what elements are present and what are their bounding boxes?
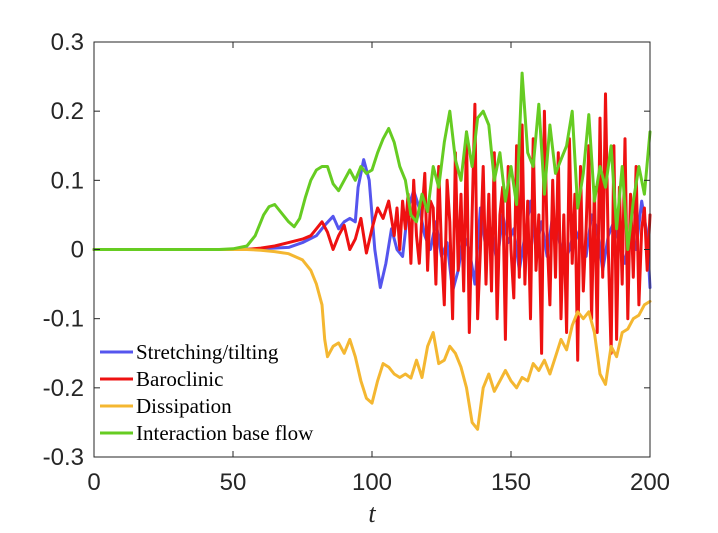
x-axis-label: t bbox=[368, 499, 376, 528]
x-tick-label: 50 bbox=[220, 469, 247, 496]
y-tick-label: 0.2 bbox=[51, 98, 84, 125]
y-tick-label: -0.1 bbox=[43, 306, 84, 333]
y-tick-label: -0.3 bbox=[43, 444, 84, 471]
legend-label-2: Baroclinic bbox=[136, 367, 223, 391]
x-tick-label: 200 bbox=[630, 469, 670, 496]
x-tick-label: 150 bbox=[491, 469, 531, 496]
legend-label-4: Interaction base flow bbox=[136, 421, 314, 445]
legend: Stretching/tilting Baroclinic Dissipation I… bbox=[100, 340, 314, 445]
series-lines bbox=[92, 71, 652, 431]
legend-label-3: Dissipation bbox=[136, 394, 232, 418]
y-tick-label: 0 bbox=[71, 237, 84, 264]
y-tick-label: 0.1 bbox=[51, 167, 84, 194]
y-tick-labels: -0.3 -0.2 -0.1 0 0.1 0.2 0.3 bbox=[43, 29, 84, 471]
x-tick-labels: 0 50 100 150 200 bbox=[87, 469, 670, 496]
series-line-3 bbox=[92, 248, 652, 431]
x-tick-label: 0 bbox=[87, 469, 100, 496]
series-line-4 bbox=[92, 71, 652, 251]
x-tick-label: 100 bbox=[352, 469, 392, 496]
legend-label-1: Stretching/tilting bbox=[136, 340, 279, 364]
y-tick-label: -0.2 bbox=[43, 375, 84, 402]
y-tick-label: 0.3 bbox=[51, 29, 84, 56]
series-line-2 bbox=[92, 92, 652, 362]
axis-ticks bbox=[93, 41, 651, 458]
